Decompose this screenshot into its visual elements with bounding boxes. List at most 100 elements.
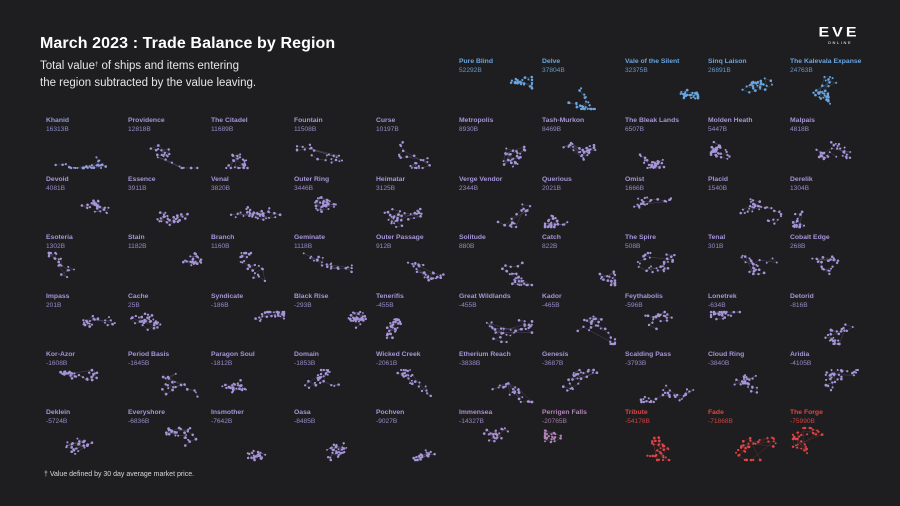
region-value: 3446B <box>294 185 314 192</box>
map-system-dot <box>419 207 422 211</box>
map-system-dot <box>156 156 159 159</box>
map-system-dot <box>582 371 585 375</box>
map-system-dot <box>830 255 834 258</box>
map-system-dot <box>414 161 417 165</box>
map-link <box>514 393 523 398</box>
map-system-dot <box>332 154 335 158</box>
map-system-dot <box>741 439 745 443</box>
map-system-dot <box>74 167 77 169</box>
map-system-dot <box>554 216 557 220</box>
map-system-dot <box>342 447 346 450</box>
map-system-dot <box>513 278 516 281</box>
map-system-dot <box>185 260 188 263</box>
map-system-dot <box>164 383 167 386</box>
map-system-dot <box>650 442 654 445</box>
map-link <box>759 437 768 441</box>
map-system-dot <box>646 202 649 206</box>
map-system-dot <box>836 378 839 381</box>
map-system-dot <box>313 381 316 384</box>
map-link <box>258 276 266 282</box>
map-system-dot <box>752 87 755 90</box>
map-system-dot <box>588 104 591 107</box>
map-link <box>504 210 526 226</box>
region-cell-kador: Kador -465B <box>542 293 624 349</box>
map-system-dot <box>386 210 390 214</box>
map-system-dot <box>406 217 410 221</box>
map-system-dot <box>241 389 244 392</box>
map-link <box>419 265 434 274</box>
map-system-dot <box>800 440 803 443</box>
map-system-dot <box>307 379 310 383</box>
map-system-dot <box>422 263 425 267</box>
map-system-dot <box>517 397 521 401</box>
map-system-dot <box>643 253 647 257</box>
map-system-dot <box>255 455 258 458</box>
map-system-dot <box>499 327 503 330</box>
map-system-dot <box>418 381 421 384</box>
map-system-dot <box>759 87 762 90</box>
map-system-dot <box>243 159 246 162</box>
map-system-dot <box>752 262 755 266</box>
map-system-dot <box>751 199 755 202</box>
map-system-dot <box>722 317 725 320</box>
map-system-dot <box>237 166 240 170</box>
region-map <box>561 368 599 392</box>
map-system-dot <box>387 218 390 221</box>
map-system-dot <box>187 428 190 431</box>
map-system-dot <box>742 444 745 447</box>
map-link <box>816 258 828 261</box>
map-system-dot <box>166 383 170 387</box>
map-system-dot <box>184 444 187 447</box>
map-system-dot <box>310 154 313 157</box>
map-system-dot <box>576 377 579 380</box>
map-system-dot <box>169 428 172 431</box>
map-system-dot <box>546 225 550 229</box>
map-system-dot <box>161 375 165 379</box>
map-system-dot <box>391 336 394 340</box>
map-system-dot <box>403 212 406 215</box>
map-system-dot <box>587 101 590 104</box>
map-system-dot <box>517 279 521 283</box>
map-system-dot <box>165 154 168 157</box>
region-name: Kor-Azor <box>46 351 76 358</box>
map-system-dot <box>70 445 74 449</box>
region-value: 2021B <box>542 185 562 192</box>
map-system-dot <box>514 77 518 81</box>
map-system-dot <box>53 257 56 259</box>
map-system-dot <box>87 371 91 374</box>
map-system-dot <box>510 158 514 161</box>
map-system-dot <box>521 78 524 82</box>
map-system-dot <box>342 442 345 445</box>
map-system-dot <box>503 427 506 430</box>
map-system-dot <box>488 325 491 328</box>
map-system-dot <box>674 395 677 399</box>
map-system-dot <box>772 218 775 221</box>
map-system-dot <box>387 333 390 336</box>
region-map <box>811 255 840 276</box>
map-system-dot <box>316 209 319 212</box>
map-link <box>747 207 755 212</box>
map-system-dot <box>92 199 95 202</box>
map-system-dot <box>831 339 835 343</box>
map-system-dot <box>833 342 836 346</box>
map-system-dot <box>811 257 814 260</box>
map-system-dot <box>326 456 330 459</box>
map-system-dot <box>544 432 547 435</box>
map-system-dot <box>816 260 820 263</box>
map-system-dot <box>257 275 260 278</box>
map-system-dot <box>749 458 753 462</box>
map-system-dot <box>383 211 386 214</box>
map-system-dot <box>547 220 550 223</box>
map-system-dot <box>714 313 717 315</box>
map-system-dot <box>225 166 228 170</box>
map-system-dot <box>95 156 98 159</box>
map-system-dot <box>831 381 834 384</box>
map-system-dot <box>522 282 526 285</box>
map-system-dot <box>793 226 796 228</box>
map-system-dot <box>321 205 324 208</box>
map-system-dot <box>530 320 534 323</box>
map-system-dot <box>665 257 669 261</box>
map-system-dot <box>317 255 320 259</box>
region-cell-syndicate: Syndicate -186B <box>211 293 293 349</box>
map-system-dot <box>530 283 534 287</box>
